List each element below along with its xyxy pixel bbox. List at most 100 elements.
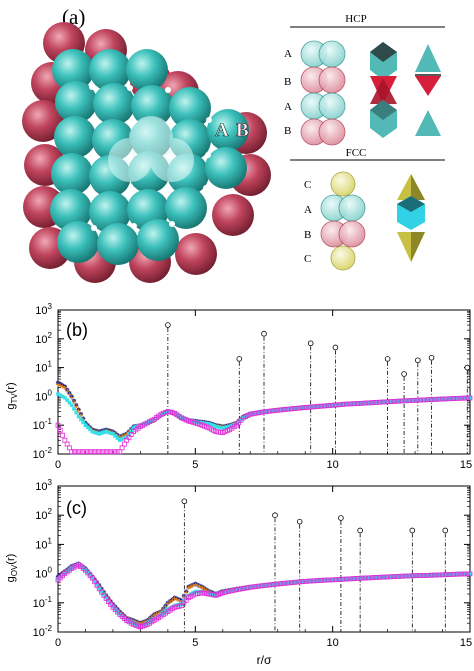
data-point-filled-square [421,397,426,402]
data-point-open-square [283,580,289,586]
data-point-filled-square [443,396,448,401]
peak-marker [357,527,363,534]
data-point-open-square [286,580,292,586]
peak-marker [384,356,391,362]
data-point-open-square [77,449,83,455]
data-point-filled-square [358,576,362,580]
data-point-open-square [313,578,319,584]
data-point-filled-square [218,425,223,430]
data-point-open-square [258,583,264,589]
data-point-filled-square [259,583,264,588]
data-point-filled-square [454,396,459,401]
data-point-filled-square [314,404,318,409]
data-point-open-square [448,572,454,577]
data-point-filled-square [76,414,81,419]
y-tick-label: 100 [35,388,52,403]
data-point-open-square [96,449,101,455]
data-point-filled-square [264,583,269,587]
data-point-open-square [316,578,322,583]
data-point-open-square [426,572,432,578]
data-point-filled-square [358,401,362,406]
y-tick-label: 10-2 [33,446,53,461]
fcc-polyhedra [397,174,425,262]
data-point-open-square [121,441,127,447]
fcc-layer-1: C [304,179,311,191]
data-point-plus [177,598,182,603]
hcp-layer-2: B [284,76,291,88]
data-point-filled-square [432,573,437,577]
data-point-filled-square [396,399,401,403]
data-point-filled-square [264,409,269,413]
data-point-open-square [106,449,112,455]
data-point-open-square [390,399,396,404]
data-point-filled-square [388,399,393,404]
data-point-open-square [448,396,454,402]
peak-marker [442,527,449,534]
data-point-filled-square [209,423,214,427]
data-point-filled-square [81,420,85,425]
peak-marker [165,322,171,328]
data-point-filled-square [421,573,426,578]
data-point-filled-square [118,438,122,443]
data-point-open-square [415,573,421,579]
data-point-filled-square [225,425,230,429]
peak-marker [338,515,344,521]
data-point-open-square [429,572,434,578]
data-point-open-square [319,577,325,583]
data-point-open-square [415,397,421,403]
data-point-filled-square [92,430,97,435]
data-point-open-square [404,398,410,404]
x-tick-label: 15 [460,459,472,471]
data-point-open-square [82,449,88,455]
hcp-layer-4: B [284,125,291,137]
data-point-open-square [357,401,363,406]
data-point-filled-square [273,408,277,413]
peak-marker [236,356,243,362]
data-point-filled-square [251,584,255,589]
data-point-filled-square [56,392,60,396]
data-point-plus [200,585,205,590]
data-point-plus [193,582,198,587]
data-point-filled-square [468,395,472,400]
data-point-open-square [305,578,311,584]
data-point-filled-square [413,398,417,402]
data-point-open-square [440,572,445,578]
layer-label-a: A [215,120,229,141]
data-point-open-square [330,577,336,583]
data-point-filled-square [317,404,321,408]
data-point-open-square [352,576,358,582]
data-point-filled-square [259,410,264,414]
data-point-open-square [453,571,459,577]
hcp-tetrahedra [415,44,441,136]
data-point-open-square [55,422,61,428]
data-point-open-square [404,573,410,579]
data-point-open-square [289,406,294,412]
data-point-filled-square [374,575,379,580]
data-point-filled-square [380,400,384,404]
data-point-filled-square [435,397,439,401]
data-point-filled-square [237,587,242,591]
data-point-filled-square [333,403,338,407]
data-point-plus [65,389,70,394]
data-point-filled-square [352,576,357,581]
x-tick-label: 0 [55,459,61,471]
data-point-filled-square [223,589,228,594]
data-point-filled-square [459,396,464,400]
data-point-filled-square [377,575,382,579]
data-point-filled-square [278,581,283,586]
data-point-filled-square [435,573,439,577]
data-point-filled-square [427,397,431,402]
data-point-filled-square [350,401,354,406]
data-point-open-square [357,575,363,581]
data-point-open-square [335,402,341,408]
y-tick-label: 101 [35,536,52,551]
data-point-filled-square [437,397,442,401]
data-point-filled-square [83,423,88,427]
data-point-filled-square [211,423,216,428]
data-point-filled-square [429,573,434,577]
data-point-filled-square [457,396,461,400]
data-point-filled-square [383,399,387,404]
chart-g-tv: 10-2 10-1 100 101 102 103 0 5 10 15 (b) gTV(r) [5,302,473,471]
data-point-filled-square [275,581,280,586]
data-point-filled-square [221,426,225,430]
